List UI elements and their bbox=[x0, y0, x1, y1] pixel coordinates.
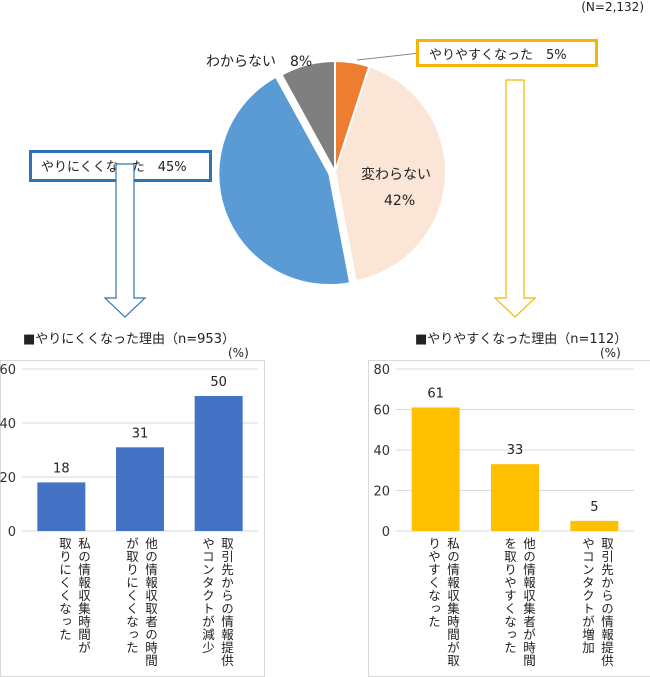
bar-value-label: 61 bbox=[427, 386, 444, 401]
pie-label-unchanged-pct: 42% bbox=[384, 193, 416, 209]
callout-easier: やりやすくなった 5% bbox=[416, 39, 598, 67]
left-chart-unit: (%) bbox=[228, 346, 249, 360]
y-tick-label: 60 bbox=[0, 363, 16, 378]
right-category-label-3: 取引先からの情報提供 やコンタクトが増加 bbox=[580, 537, 614, 667]
bar-value-label: 50 bbox=[210, 375, 227, 390]
bar bbox=[37, 482, 86, 531]
bar-value-label: 31 bbox=[132, 426, 149, 441]
pie-chart bbox=[217, 52, 447, 286]
right-category-label-1: 私の情報収集時間が取 りやすくなった bbox=[426, 537, 460, 667]
right-bar-chart: 0 20 40 60 80 61 33 5 bbox=[373, 363, 634, 540]
pie-label-unchanged: 変わらない bbox=[361, 167, 431, 183]
bar bbox=[194, 396, 243, 531]
bar-value-label: 18 bbox=[53, 461, 70, 476]
sample-size-note: (N=2,132) bbox=[581, 0, 644, 14]
y-tick-label: 20 bbox=[373, 485, 390, 500]
arrow-down-yellow-icon bbox=[493, 79, 537, 318]
bar-value-label: 33 bbox=[507, 443, 524, 458]
right-category-label-2: 他の情報収集者が時間 を取りやすくなった bbox=[502, 537, 536, 667]
arrows bbox=[103, 79, 537, 318]
left-bar-chart: 0 20 40 60 18 31 50 bbox=[0, 363, 258, 540]
pie-slice-2 bbox=[333, 65, 447, 283]
bar bbox=[116, 447, 164, 531]
pie-slice-4 bbox=[280, 59, 336, 173]
y-tick-label: 80 bbox=[373, 363, 390, 378]
left-category-label-2: 他の情報収取者の時間 が取りにくくなった bbox=[124, 537, 158, 667]
y-tick-label: 40 bbox=[373, 444, 390, 459]
leader-line bbox=[356, 52, 421, 61]
left-category-label-1: 私の情報収集時間が 取りにくくなった bbox=[57, 537, 91, 654]
y-tick-label: 0 bbox=[382, 525, 390, 540]
bar bbox=[411, 407, 460, 531]
left-chart-title: ■やりにくくなった理由（n=953） bbox=[23, 332, 235, 347]
y-tick-label: 20 bbox=[0, 471, 16, 486]
pie-slice-3 bbox=[217, 75, 352, 286]
right-chart-title: ■やりやすくなった理由（n=112） bbox=[415, 332, 628, 347]
left-category-label-3: 取引先からの情報提供 やコンタクトが減少 bbox=[200, 537, 234, 667]
y-tick-label: 40 bbox=[0, 417, 16, 432]
right-chart-unit: (%) bbox=[600, 346, 621, 360]
bar-value-label: 5 bbox=[590, 500, 598, 515]
arrow-down-blue-icon bbox=[103, 163, 147, 318]
y-tick-label: 0 bbox=[8, 525, 16, 540]
bar bbox=[570, 520, 619, 531]
y-tick-label: 60 bbox=[373, 404, 390, 419]
pie-label-unknown: わからない 8% bbox=[206, 54, 313, 70]
bar bbox=[491, 464, 539, 531]
